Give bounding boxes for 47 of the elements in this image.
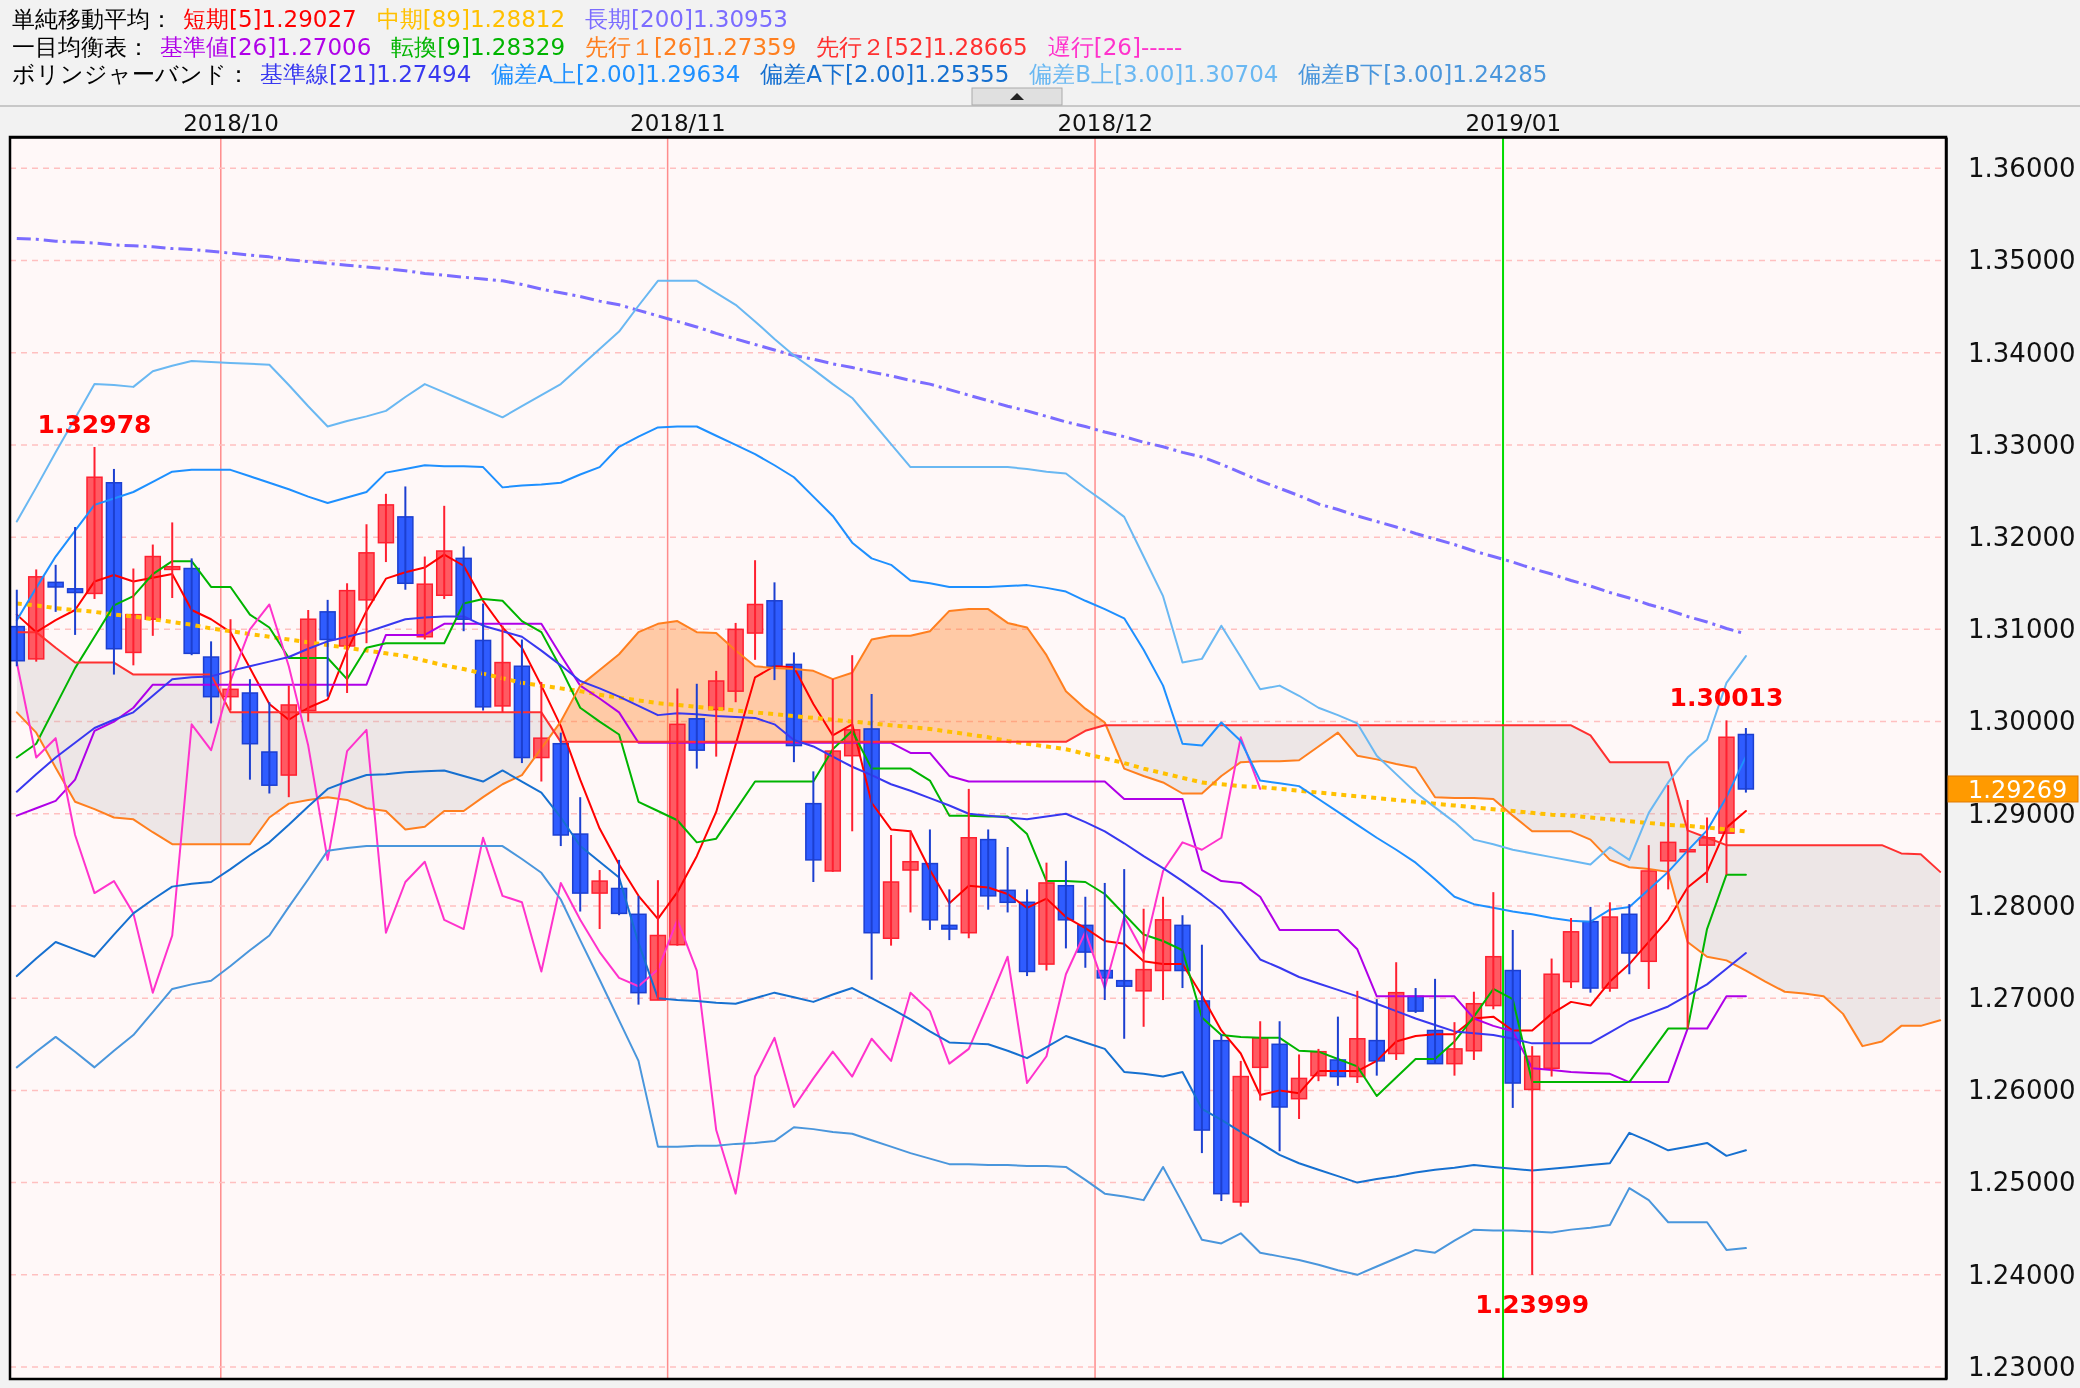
- candlestick: [358, 523, 375, 645]
- text: 基準値[26]1.27006: [160, 33, 372, 60]
- text: 偏差B下[3.00]1.24285: [1298, 61, 1548, 87]
- candlestick: [805, 770, 822, 884]
- text: 偏差A下[2.00]1.25355: [760, 61, 1010, 87]
- y-tick-label: 1.26000: [1968, 1075, 2076, 1106]
- candlestick: [1135, 907, 1152, 1028]
- candlestick: [591, 869, 608, 931]
- y-tick-label: 1.27000: [1968, 983, 2076, 1014]
- y-tick-label: 1.34000: [1968, 337, 2076, 368]
- candlestick: [902, 829, 919, 914]
- text: 長期[200]1.30953: [585, 6, 788, 32]
- y-tick-label: 1.24000: [1968, 1259, 2076, 1290]
- candlestick: [319, 598, 336, 698]
- text: ボリンジャーバンド：: [12, 61, 250, 87]
- y-tick-label: 1.28000: [1968, 890, 2076, 921]
- line-series: [15, 769, 1747, 1184]
- x-tick-label: 2018/12: [1057, 110, 1154, 136]
- text: 先行１[26]1.27359: [585, 33, 797, 60]
- candlestick: [766, 581, 783, 682]
- text: 転換[9]1.28329: [391, 33, 566, 60]
- text: 先行２[52]1.28665: [816, 33, 1028, 60]
- y-tick-label: 1.23000: [1968, 1351, 2076, 1382]
- text: 偏差A上[2.00]1.29634: [491, 61, 741, 87]
- y-tick-label: 1.30000: [1968, 706, 2076, 737]
- candlestick: [47, 563, 64, 613]
- line-series: [15, 845, 1747, 1276]
- text: 偏差B上[3.00]1.30704: [1029, 61, 1279, 87]
- candlestick: [1621, 903, 1638, 976]
- text: 基準線[21]1.27494: [260, 61, 472, 87]
- text: 一目均衡表：: [12, 33, 150, 60]
- text: 中期[89]1.28812: [376, 6, 566, 32]
- candlestick: [1582, 905, 1599, 994]
- text: 短期[5]1.29027: [183, 6, 357, 32]
- candlestick: [941, 888, 958, 942]
- y-tick-label: 1.31000: [1968, 614, 2076, 645]
- candlestick: [261, 701, 278, 795]
- text: 単純移動平均：: [12, 6, 173, 32]
- x-tick-label: 2018/10: [183, 110, 279, 136]
- y-tick-label: 1.35000: [1968, 245, 2076, 276]
- x-tick-label: 2019/01: [1465, 110, 1562, 136]
- y-tick-label: 1.36000: [1968, 153, 2076, 184]
- y-tick-label: 1.32000: [1968, 521, 2076, 552]
- text: 遅行[26]-----: [1047, 33, 1183, 60]
- x-tick-label: 2018/11: [630, 110, 726, 136]
- y-tick-label: 1.33000: [1968, 429, 2076, 460]
- y-tick-label: 1.25000: [1968, 1167, 2076, 1198]
